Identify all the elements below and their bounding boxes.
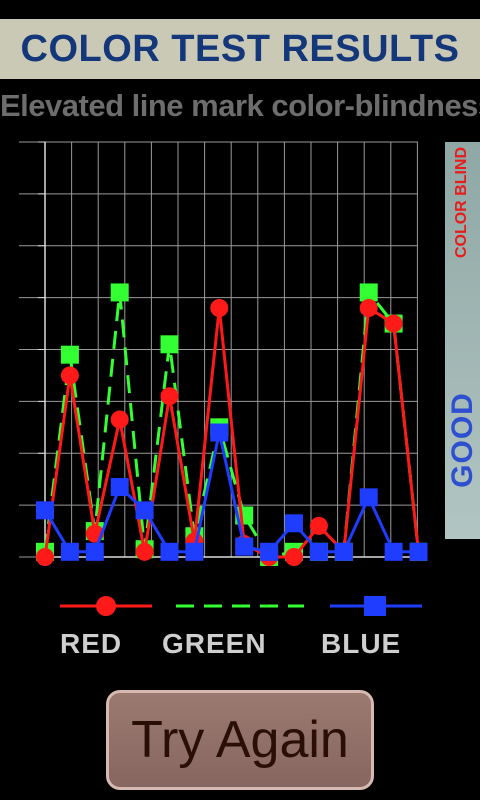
data-point-blue (36, 501, 54, 520)
legend-label-blue: BLUE (321, 628, 402, 659)
data-point-red (359, 299, 378, 317)
data-point-green (110, 283, 129, 302)
data-point-blue (409, 542, 428, 561)
page-title: COLOR TEST RESULTS (20, 27, 460, 70)
data-point-red (60, 366, 79, 385)
scale-label-color-blind: COLOR BLIND (453, 146, 471, 259)
scale-label-good: GOOD (445, 391, 479, 488)
scale-label-color-blind-wrap: COLOR BLIND (447, 145, 477, 260)
data-point-green (359, 283, 378, 302)
result-scale-panel: COLOR BLIND GOOD (445, 142, 480, 539)
data-point-red (160, 387, 179, 406)
legend-label-red: RED (60, 628, 123, 659)
scale-label-good-wrap: GOOD (445, 352, 480, 527)
data-point-blue (285, 514, 303, 533)
series-line-red (43, 306, 420, 559)
data-point-green (60, 345, 79, 364)
data-point-blue (60, 542, 79, 561)
data-point-blue (110, 477, 129, 496)
legend-label-green: GREEN (162, 628, 267, 659)
data-point-blue (235, 537, 254, 556)
data-point-blue (334, 542, 353, 561)
data-point-red (110, 410, 129, 429)
data-point-red (285, 548, 303, 566)
data-point-red (210, 299, 229, 317)
results-chart (19, 141, 428, 566)
data-point-blue (309, 542, 328, 561)
data-point-blue (260, 542, 279, 561)
title-banner: COLOR TEST RESULTS (0, 19, 480, 79)
chart-legend (60, 596, 422, 616)
status-bar (0, 0, 480, 18)
data-point-green (160, 335, 179, 354)
data-point-red (36, 548, 54, 566)
legend-marker-red (96, 596, 116, 616)
series-line-green (43, 290, 420, 559)
page-subtitle: Elevated line mark color-blindness (0, 88, 480, 123)
data-point-blue (210, 423, 229, 442)
data-point-red (309, 516, 328, 535)
data-point-blue (384, 542, 403, 561)
data-point-blue (359, 488, 378, 507)
data-point-red (384, 314, 403, 333)
series-line-blue (43, 431, 419, 554)
data-point-blue (85, 542, 104, 561)
try-again-button[interactable]: Try Again (106, 690, 374, 790)
data-point-blue (160, 542, 179, 561)
legend-marker-blue (364, 596, 386, 616)
data-point-red (135, 542, 154, 561)
data-point-blue (185, 542, 204, 561)
data-point-blue (135, 501, 154, 520)
